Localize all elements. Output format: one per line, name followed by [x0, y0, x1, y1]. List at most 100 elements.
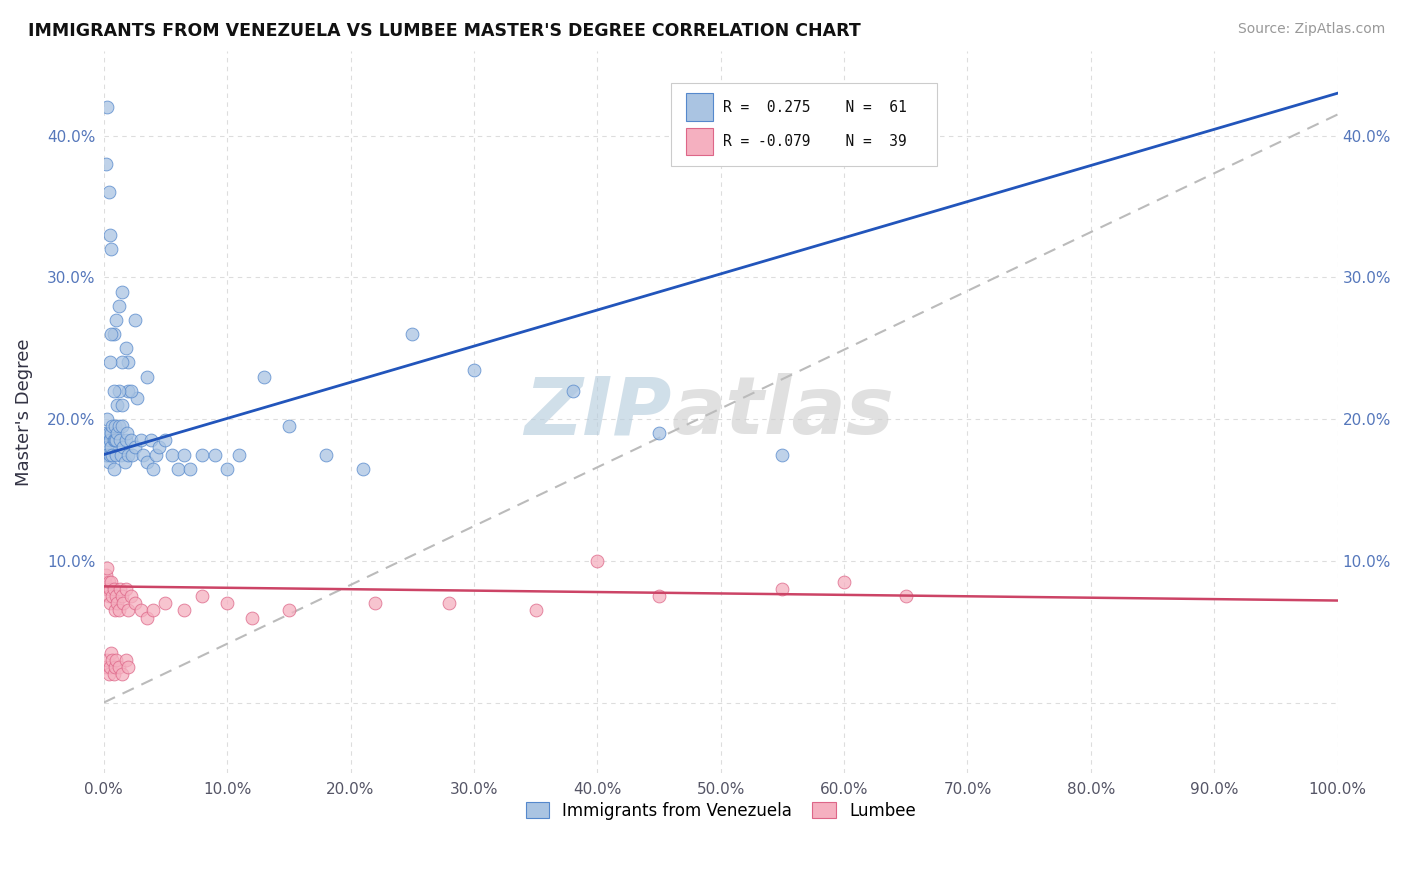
Point [135, 369, 157, 384]
Point [96, 426, 118, 441]
Point [524, 603, 547, 617]
Point [100, 646, 122, 660]
Point [166, 461, 188, 475]
Text: R = -0.079    N =  39: R = -0.079 N = 39 [723, 135, 907, 149]
Point [124, 313, 146, 327]
Point [105, 589, 128, 603]
Point [173, 448, 195, 462]
Point [100, 426, 122, 441]
Y-axis label: Master's Degree: Master's Degree [15, 338, 32, 486]
Point [94, 434, 117, 448]
Point [103, 461, 125, 475]
Point [104, 603, 127, 617]
Point [97, 426, 120, 441]
Point [111, 285, 134, 299]
Text: ZIP: ZIP [524, 373, 671, 451]
Point [561, 384, 583, 398]
Point [179, 461, 201, 475]
Point [832, 575, 855, 590]
Point [770, 582, 793, 597]
Point [97, 575, 120, 590]
Point [277, 603, 299, 617]
Point [110, 448, 132, 462]
Point [115, 341, 138, 355]
Point [253, 369, 276, 384]
Point [105, 596, 128, 610]
Point [191, 448, 214, 462]
Point [111, 355, 134, 369]
Point [217, 461, 239, 475]
Point [96, 448, 118, 462]
Point [114, 455, 136, 469]
Point [98, 582, 121, 597]
Point [104, 660, 127, 674]
Point [103, 667, 125, 681]
Point [117, 448, 139, 462]
Point [770, 448, 793, 462]
Point [98, 660, 121, 674]
Point [586, 554, 609, 568]
Point [217, 596, 239, 610]
Point [439, 596, 461, 610]
Point [124, 596, 146, 610]
Point [98, 434, 121, 448]
Point [132, 448, 155, 462]
Point [894, 589, 917, 603]
Point [108, 582, 131, 597]
Point [115, 582, 138, 597]
Point [108, 434, 131, 448]
Point [103, 384, 125, 398]
Point [111, 419, 134, 434]
Point [101, 653, 124, 667]
Point [96, 157, 118, 171]
Point [191, 589, 214, 603]
Point [155, 596, 177, 610]
Point [97, 589, 120, 603]
Point [648, 589, 671, 603]
Point [104, 434, 127, 448]
Point [107, 660, 129, 674]
Point [173, 603, 195, 617]
Point [107, 384, 129, 398]
Point [103, 582, 125, 597]
Point [148, 441, 170, 455]
Point [98, 355, 121, 369]
Point [100, 575, 122, 590]
Point [97, 667, 120, 681]
Point [96, 568, 118, 582]
Point [97, 186, 120, 200]
Text: R =  0.275    N =  61: R = 0.275 N = 61 [723, 100, 907, 114]
Point [100, 441, 122, 455]
Point [96, 441, 118, 455]
Point [160, 448, 183, 462]
Point [277, 419, 299, 434]
FancyBboxPatch shape [671, 83, 936, 166]
Text: IMMIGRANTS FROM VENEZUELA VS LUMBEE MASTER'S DEGREE CORRELATION CHART: IMMIGRANTS FROM VENEZUELA VS LUMBEE MAST… [28, 22, 860, 40]
Point [98, 448, 121, 462]
Point [125, 391, 148, 405]
Point [117, 384, 139, 398]
Point [139, 434, 162, 448]
Point [107, 419, 129, 434]
Point [142, 603, 165, 617]
Point [105, 426, 128, 441]
Point [94, 575, 117, 590]
Point [117, 603, 139, 617]
Point [104, 419, 127, 434]
Point [111, 398, 134, 412]
Point [135, 455, 157, 469]
Point [117, 355, 139, 369]
Point [115, 434, 138, 448]
Point [101, 589, 124, 603]
Point [103, 327, 125, 342]
Point [115, 426, 138, 441]
Point [105, 434, 128, 448]
Point [103, 434, 125, 448]
Point [107, 299, 129, 313]
Point [115, 653, 138, 667]
Point [112, 596, 135, 610]
Point [121, 448, 143, 462]
Point [648, 426, 671, 441]
Point [401, 327, 423, 342]
Point [240, 610, 263, 624]
